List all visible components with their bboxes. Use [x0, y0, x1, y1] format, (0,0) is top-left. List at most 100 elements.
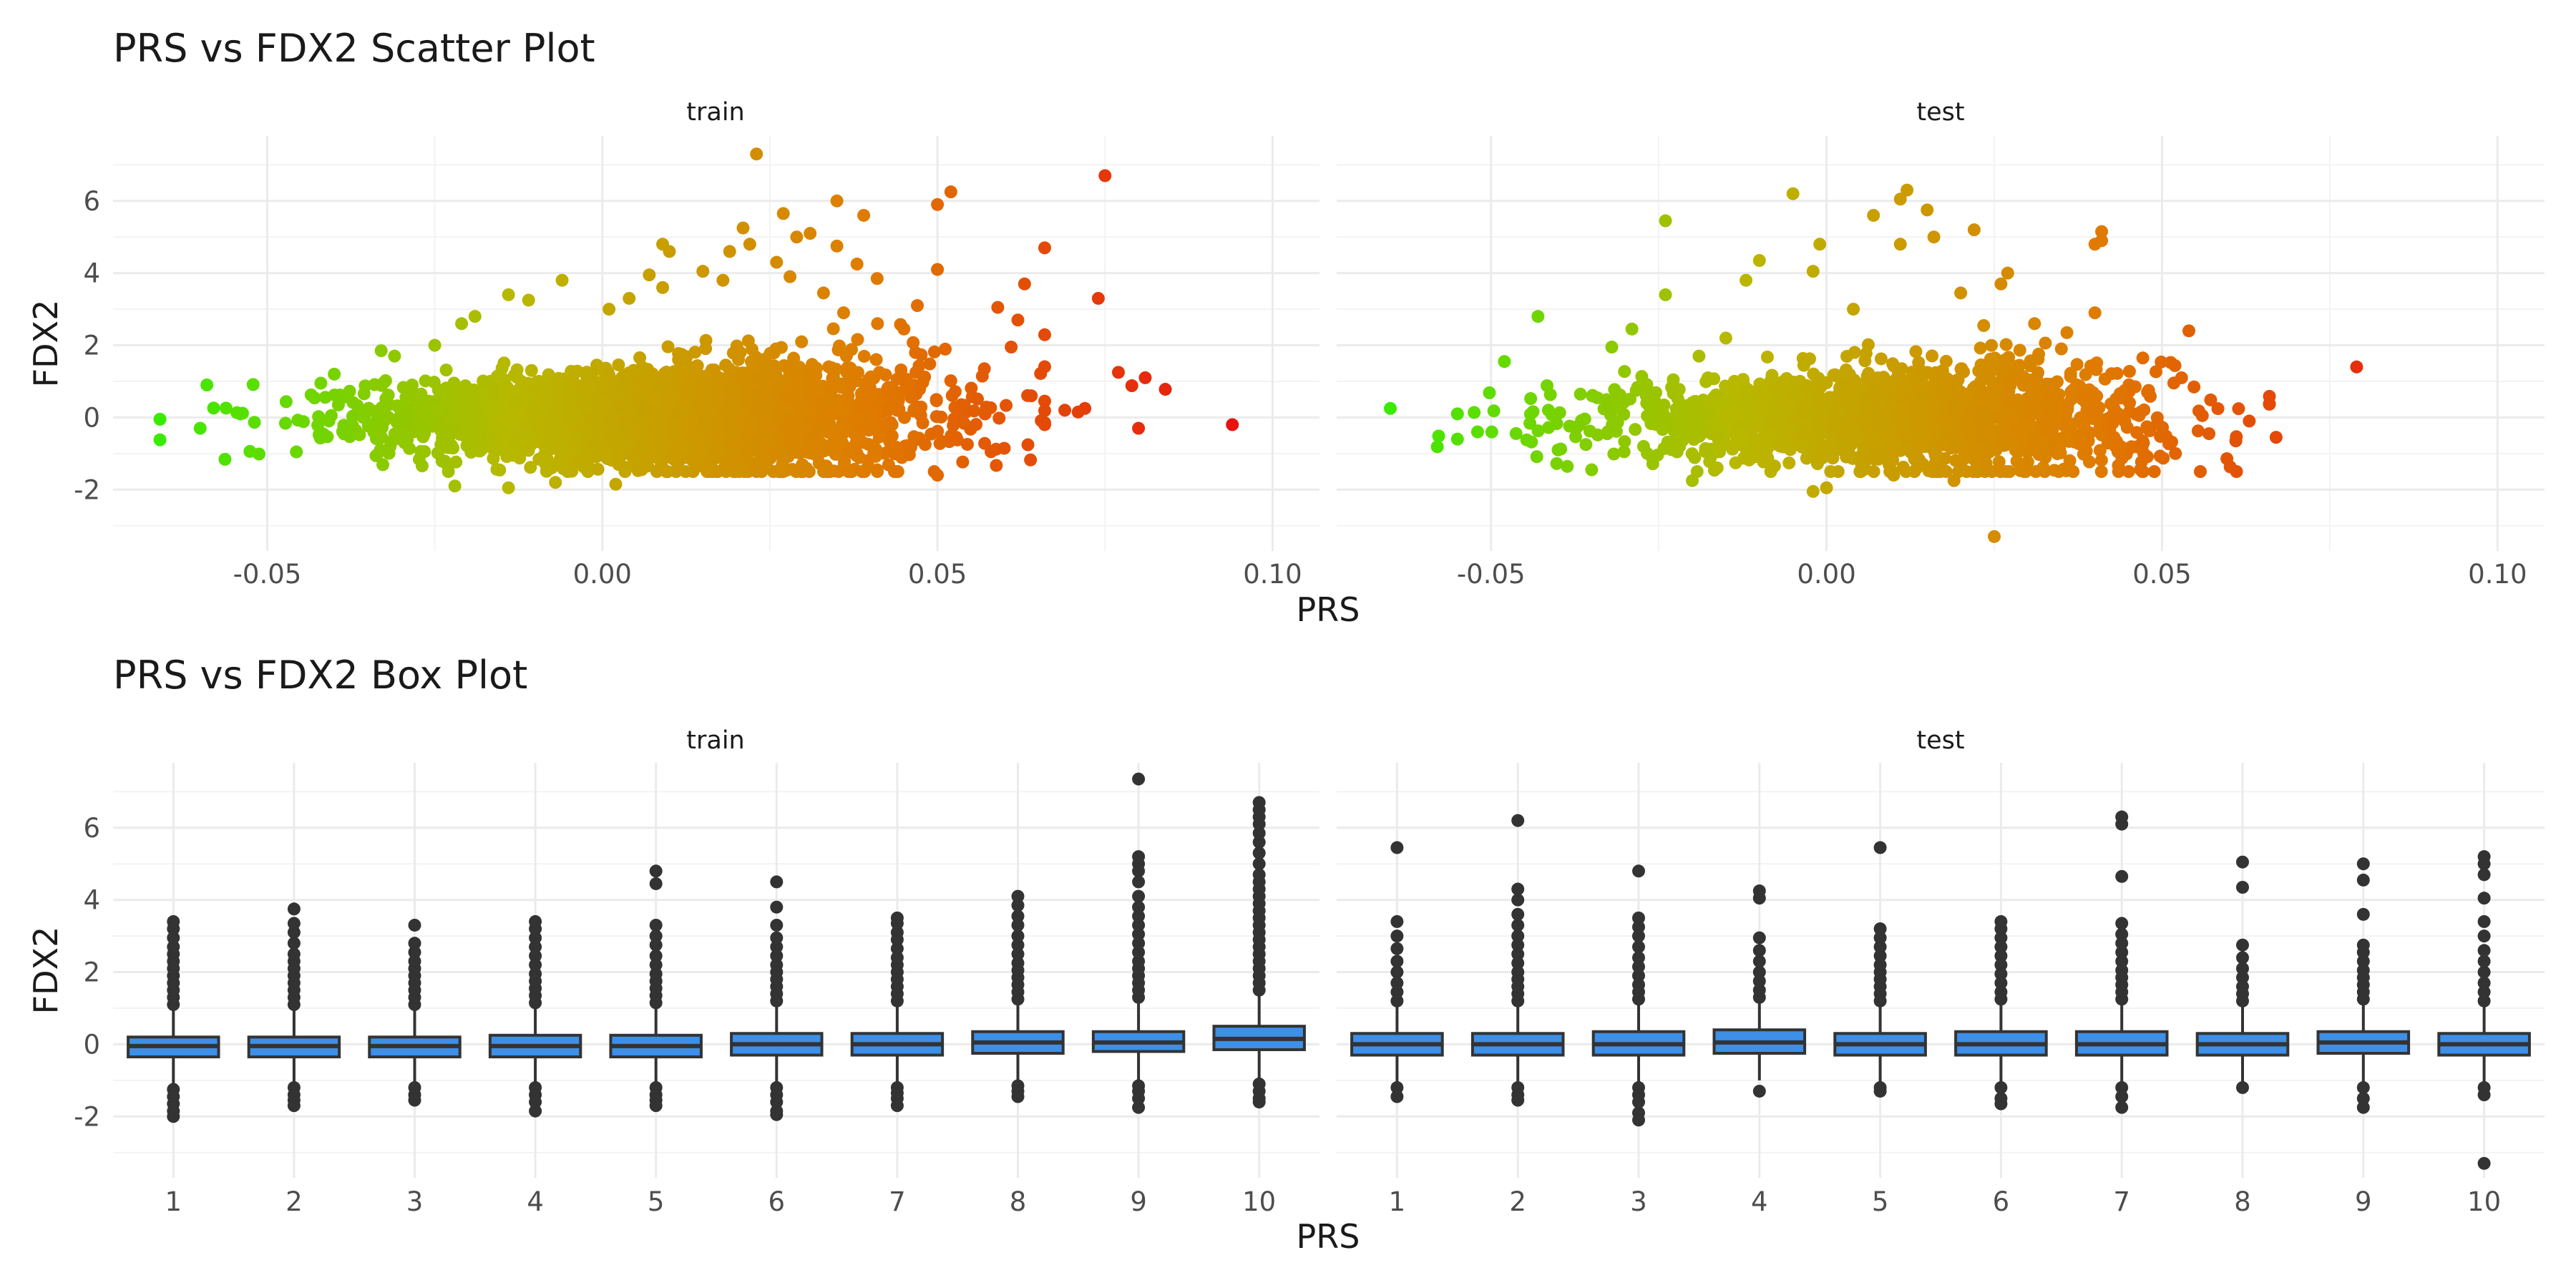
scatter-point [1629, 423, 1642, 436]
scatter-point [766, 465, 780, 479]
box-outlier [287, 926, 301, 940]
x-tick-label: 6 [769, 1186, 786, 1217]
scatter-point [1643, 399, 1657, 413]
scatter-point [816, 465, 830, 479]
scatter-point [663, 245, 676, 258]
scatter-point [1158, 383, 1172, 396]
scatter-point [1922, 464, 1936, 477]
scatter-point [1782, 422, 1795, 436]
scatter-point [2093, 444, 2107, 457]
scatter-point [1098, 169, 1112, 182]
scatter-point [388, 349, 401, 363]
scatter-point [708, 364, 721, 377]
scatter-point [696, 374, 709, 387]
scatter-point [746, 426, 760, 440]
scatter-point [786, 462, 799, 476]
scatter-point [2016, 430, 2030, 444]
scatter-point [1774, 381, 1787, 394]
scatter-point [1038, 404, 1051, 417]
scatter-point [1874, 419, 1888, 433]
scatter-point [714, 390, 728, 404]
scatter-y-axis-label: FDX2 [26, 300, 65, 388]
scatter-point [543, 414, 557, 427]
scatter-point [1542, 421, 1556, 434]
scatter-point [1955, 362, 1968, 376]
scatter-point [1530, 450, 1543, 464]
scatter-point [2095, 428, 2109, 441]
scatter-point [723, 245, 736, 258]
scatter-point [668, 422, 681, 436]
box-strip-test: test [1916, 726, 1964, 755]
scatter-point [2110, 366, 2124, 380]
scatter-point [2168, 358, 2182, 372]
scatter-point [1806, 484, 1820, 498]
scatter-point [700, 409, 713, 423]
box-outlier [408, 918, 421, 932]
scatter-point [1688, 451, 1702, 464]
y-tick-label: 4 [83, 258, 100, 289]
scatter-point [552, 403, 566, 416]
scatter-point [1930, 429, 1943, 443]
scatter-point [2149, 365, 2162, 379]
scatter-point [1966, 465, 1980, 479]
scatter-point [1840, 442, 1853, 456]
scatter-point [771, 445, 785, 459]
scatter-point [944, 374, 957, 388]
scatter-point [1800, 426, 1813, 439]
scatter-point [590, 358, 604, 372]
scatter-point [582, 451, 596, 464]
scatter-point [1893, 238, 1907, 251]
scatter-point [1913, 405, 1926, 419]
box-outlier [408, 945, 421, 959]
scatter-point [1021, 438, 1035, 452]
scatter-point [935, 410, 948, 424]
x-tick-label: -0.05 [233, 559, 302, 590]
scatter-point [1795, 440, 1809, 454]
box-y-axis-label: FDX2 [26, 927, 65, 1015]
scatter-point [675, 452, 688, 465]
scatter-point [428, 338, 441, 352]
scatter-point [1541, 379, 1554, 392]
scatter-point [1138, 371, 1152, 384]
scatter-point [1840, 349, 1854, 363]
scatter-point [1926, 349, 1939, 363]
scatter-point [207, 401, 220, 415]
box-outlier [167, 940, 180, 954]
scatter-point [1645, 450, 1659, 464]
scatter-point [1606, 418, 1619, 431]
scatter-point [398, 429, 411, 443]
scatter-point [2029, 465, 2043, 479]
scatter-point [2079, 444, 2093, 458]
scatter-point [879, 368, 892, 381]
scatter-point [618, 465, 632, 479]
scatter-strip-train: train [686, 98, 744, 127]
scatter-point [1760, 394, 1773, 407]
scatter-point [691, 359, 704, 373]
scatter-point [1982, 446, 1996, 459]
scatter-point [2232, 402, 2245, 416]
scatter-point [524, 461, 537, 474]
scatter-point [795, 335, 809, 348]
x-tick-label: 7 [889, 1186, 906, 1217]
y-tick-label: 2 [83, 957, 100, 988]
scatter-point [784, 270, 797, 283]
scatter-point [933, 436, 947, 450]
scatter-point [1856, 452, 1870, 465]
scatter-point [1885, 384, 1899, 398]
scatter-point [697, 419, 711, 433]
scatter-point [871, 317, 884, 331]
scatter-point [1038, 394, 1051, 408]
box-outlier [408, 937, 421, 950]
scatter-point [2030, 390, 2044, 404]
scatter-point [514, 375, 528, 389]
scatter-point [1867, 465, 1880, 479]
scatter-point [843, 380, 857, 394]
scatter-point [1719, 331, 1732, 345]
scatter-point [1091, 291, 1105, 305]
scatter-point [1813, 238, 1827, 251]
scatter-point [1967, 223, 1981, 237]
scatter-point [1000, 399, 1013, 412]
scatter-point [420, 416, 434, 429]
scatter-point [831, 343, 845, 356]
